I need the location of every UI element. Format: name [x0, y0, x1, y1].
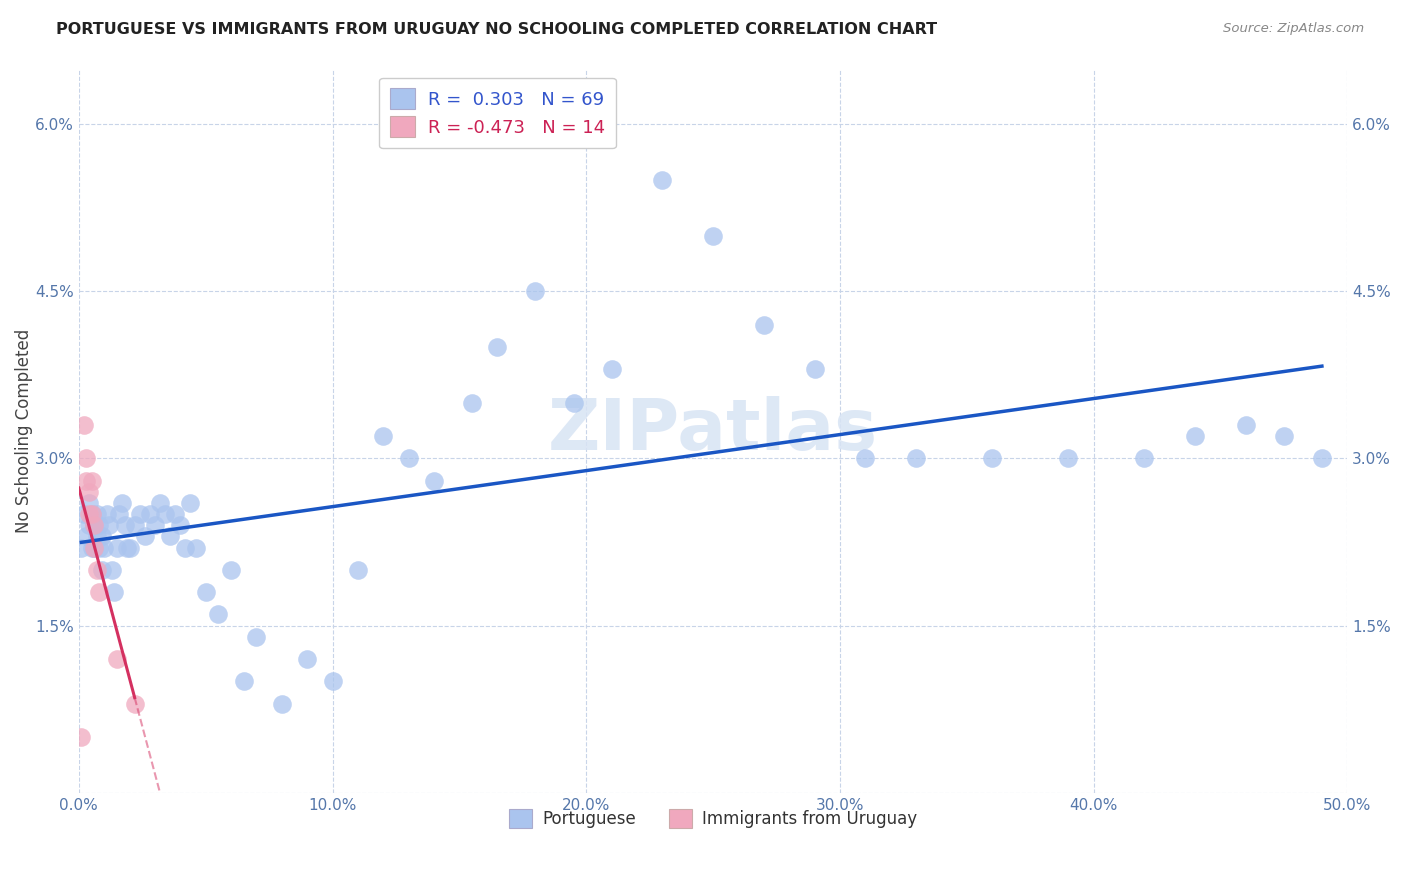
Point [98, 518, 121, 533]
Point [651, 173, 673, 187]
Point [86, 507, 108, 521]
Point [981, 451, 1004, 466]
Point [245, 630, 267, 644]
Point [184, 541, 207, 555]
Point [75, 474, 97, 488]
Text: ZIPatlas: ZIPatlas [548, 396, 879, 465]
Point [139, 507, 162, 521]
Point [207, 607, 229, 622]
Point [80, 474, 103, 488]
Point [77, 518, 100, 533]
Point [904, 451, 927, 466]
Point [105, 541, 128, 555]
Point [702, 228, 724, 243]
Point [347, 563, 370, 577]
Point [80, 541, 103, 555]
Point [1310, 451, 1333, 466]
Point [232, 674, 254, 689]
Point [194, 585, 217, 599]
Point [86, 563, 108, 577]
Point [1234, 417, 1257, 432]
Point [93, 541, 115, 555]
Point [124, 518, 146, 533]
Point [118, 541, 141, 555]
Point [219, 563, 242, 577]
Point [83, 541, 105, 555]
Point [70, 730, 93, 744]
Point [1057, 451, 1080, 466]
Point [101, 563, 124, 577]
Point [105, 652, 128, 666]
Point [153, 507, 176, 521]
Point [169, 518, 191, 533]
Point [111, 496, 134, 510]
Point [752, 318, 775, 332]
Point [562, 395, 585, 409]
Point [83, 518, 105, 533]
Point [103, 585, 125, 599]
Point [600, 362, 623, 376]
Point [96, 507, 118, 521]
Point [77, 484, 100, 499]
Point [83, 518, 105, 533]
Point [373, 429, 395, 443]
Point [124, 697, 146, 711]
Point [89, 585, 111, 599]
Point [1272, 429, 1295, 443]
Point [77, 496, 100, 510]
Point [143, 518, 166, 533]
Point [86, 529, 108, 543]
Point [295, 652, 318, 666]
Point [803, 362, 825, 376]
Point [423, 474, 446, 488]
Point [83, 541, 105, 555]
Point [73, 507, 96, 521]
Point [165, 507, 187, 521]
Legend: Portuguese, Immigrants from Uruguay: Portuguese, Immigrants from Uruguay [502, 803, 924, 835]
Point [486, 340, 509, 354]
Point [179, 496, 201, 510]
Point [174, 541, 197, 555]
Point [89, 541, 111, 555]
Point [398, 451, 420, 466]
Point [77, 507, 100, 521]
Point [114, 518, 136, 533]
Point [70, 541, 93, 555]
Point [108, 507, 131, 521]
Point [115, 541, 138, 555]
Point [159, 529, 181, 543]
Point [270, 697, 292, 711]
Point [80, 507, 103, 521]
Point [90, 563, 112, 577]
Point [89, 518, 111, 533]
Point [73, 417, 96, 432]
Y-axis label: No Schooling Completed: No Schooling Completed [15, 328, 32, 533]
Point [80, 507, 103, 521]
Point [461, 395, 484, 409]
Point [134, 529, 156, 543]
Text: Source: ZipAtlas.com: Source: ZipAtlas.com [1223, 22, 1364, 36]
Point [75, 529, 97, 543]
Point [1133, 451, 1156, 466]
Point [1184, 429, 1206, 443]
Text: PORTUGUESE VS IMMIGRANTS FROM URUGUAY NO SCHOOLING COMPLETED CORRELATION CHART: PORTUGUESE VS IMMIGRANTS FROM URUGUAY NO… [56, 22, 938, 37]
Point [853, 451, 876, 466]
Point [128, 507, 150, 521]
Point [524, 285, 547, 299]
Point [90, 529, 112, 543]
Point [149, 496, 172, 510]
Point [322, 674, 344, 689]
Point [75, 451, 97, 466]
